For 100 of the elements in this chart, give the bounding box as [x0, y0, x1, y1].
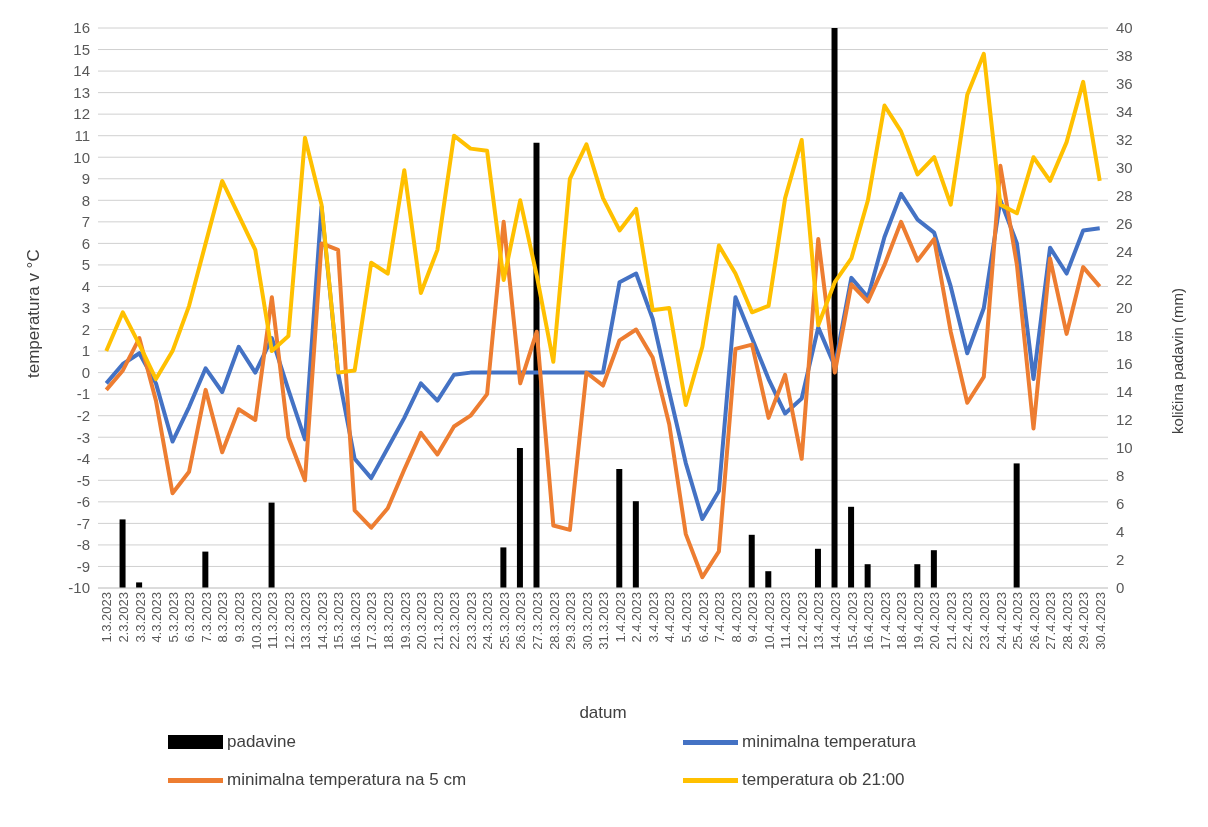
y-tick-label: -2 — [76, 407, 90, 425]
bar — [930, 550, 937, 588]
legend-label: padavine — [227, 732, 297, 752]
y-tick-label: -10 — [68, 579, 90, 597]
x-tick-label: 20.4.2023 — [927, 592, 943, 650]
x-tick-label: 3.4.2023 — [645, 592, 661, 643]
line-series — [104, 163, 1102, 580]
x-tick-label: 12.4.2023 — [794, 592, 810, 650]
legend-label: minimalna temperatura — [742, 732, 916, 752]
y-tick-label: -3 — [76, 428, 90, 446]
x-tick-label: 9.3.2023 — [231, 592, 247, 643]
x-tick-label: 14.4.2023 — [828, 592, 844, 650]
bar — [119, 519, 126, 588]
bar — [864, 564, 871, 588]
x-axis-title: datum — [579, 703, 627, 722]
x-tick-label: 8.3.2023 — [215, 592, 231, 643]
y-tick-label: -9 — [76, 557, 90, 575]
bar — [1013, 463, 1020, 588]
x-tick-label: 11.4.2023 — [778, 592, 794, 649]
x-tick-label: 19.3.2023 — [397, 592, 413, 650]
x-tick-label: 22.3.2023 — [447, 592, 463, 650]
bar — [632, 501, 639, 588]
y-tick-label: 2 — [81, 320, 90, 338]
y2-tick-label: 4 — [1116, 523, 1125, 541]
x-tick-label: 26.3.2023 — [513, 592, 529, 650]
y-tick-label: 12 — [73, 105, 90, 123]
y2-tick-label: 8 — [1116, 467, 1125, 485]
y2-tick-label: 2 — [1116, 551, 1125, 569]
x-tick-label: 30.3.2023 — [579, 592, 595, 650]
y-tick-label: 15 — [73, 40, 90, 58]
y-tick-label: -5 — [76, 471, 90, 489]
x-tick-label: 23.3.2023 — [463, 592, 479, 650]
y2-tick-label: 30 — [1116, 159, 1133, 177]
y2-tick-label: 10 — [1116, 439, 1133, 457]
x-tick-label: 10.4.2023 — [761, 592, 777, 650]
x-tick-label: 20.3.2023 — [414, 592, 430, 650]
x-tick-label: 12.3.2023 — [281, 592, 297, 650]
x-tick-label: 13.3.2023 — [298, 592, 314, 650]
line-series — [104, 51, 1102, 407]
y2-tick-label: 40 — [1116, 19, 1133, 37]
x-tick-label: 1.4.2023 — [612, 592, 628, 643]
x-tick-label: 2.4.2023 — [629, 592, 645, 643]
y2-tick-label: 22 — [1116, 271, 1133, 289]
x-tick-label: 4.3.2023 — [149, 592, 165, 643]
x-tick-label: 2.3.2023 — [116, 592, 132, 643]
y2-tick-label: 38 — [1116, 47, 1133, 65]
bar — [516, 448, 523, 588]
x-tick-label: 6.4.2023 — [695, 592, 711, 643]
y-tick-label: -7 — [76, 514, 90, 532]
x-tick-label: 29.3.2023 — [563, 592, 579, 650]
x-tick-label: 17.4.2023 — [877, 592, 893, 650]
y-tick-label: -4 — [76, 450, 90, 468]
y2-tick-label: 14 — [1116, 383, 1133, 401]
legend-label: minimalna temperatura na 5 cm — [227, 770, 467, 790]
x-tick-label: 21.3.2023 — [430, 592, 446, 650]
x-tick-label: 3.3.2023 — [132, 592, 148, 643]
legend-label: temperatura ob 21:00 — [742, 770, 905, 790]
x-tick-label: 4.4.2023 — [662, 592, 678, 643]
y2-tick-label: 6 — [1116, 495, 1125, 513]
x-tick-label: 19.4.2023 — [910, 592, 926, 650]
y2-tick-label: 28 — [1116, 187, 1133, 205]
x-tick-label: 10.3.2023 — [248, 592, 264, 650]
x-tick-label: 28.4.2023 — [1059, 592, 1075, 650]
x-tick-label: 16.4.2023 — [861, 592, 877, 650]
x-tick-label: 8.4.2023 — [728, 592, 744, 643]
x-tick-label: 18.4.2023 — [894, 592, 910, 650]
x-tick-label: 15.3.2023 — [331, 592, 347, 650]
bar — [500, 547, 507, 588]
x-tick-label: 29.4.2023 — [1076, 592, 1092, 650]
x-tick-label: 25.3.2023 — [496, 592, 512, 650]
y2-tick-label: 0 — [1116, 579, 1125, 597]
bar — [814, 548, 821, 588]
x-tick-label: 24.3.2023 — [480, 592, 496, 650]
y2-tick-label: 36 — [1116, 75, 1133, 93]
y2-tick-label: 12 — [1116, 411, 1133, 429]
bar — [616, 469, 623, 588]
x-tick-label: 17.3.2023 — [364, 592, 380, 650]
y-tick-label: 4 — [81, 277, 90, 295]
x-tick-label: 7.4.2023 — [712, 592, 728, 643]
y-tick-label: 1 — [81, 342, 90, 360]
x-tick-label: 27.4.2023 — [1043, 592, 1059, 650]
y-tick-label: 14 — [73, 62, 90, 80]
x-tick-label: 26.4.2023 — [1026, 592, 1042, 650]
x-tick-label: 27.3.2023 — [530, 592, 545, 650]
x-tick-label: 23.4.2023 — [977, 592, 993, 650]
y2-tick-label: 16 — [1116, 355, 1133, 373]
x-tick-label: 24.4.2023 — [993, 592, 1009, 650]
y-tick-label: 10 — [73, 148, 90, 166]
x-tick-label: 9.4.2023 — [745, 592, 761, 643]
y-axis-title: temperatura v °C — [24, 249, 44, 378]
y-tick-label: 3 — [81, 299, 90, 317]
y-tick-label: 5 — [81, 256, 90, 274]
y-tick-label: -8 — [76, 536, 90, 554]
x-tick-label: 14.3.2023 — [314, 592, 330, 650]
y-tick-label: -6 — [76, 493, 90, 511]
y-tick-label: 13 — [73, 83, 90, 101]
bar — [914, 564, 921, 588]
y-tick-label: 0 — [81, 363, 90, 381]
y-tick-label: 9 — [81, 170, 90, 188]
bar — [202, 551, 209, 588]
